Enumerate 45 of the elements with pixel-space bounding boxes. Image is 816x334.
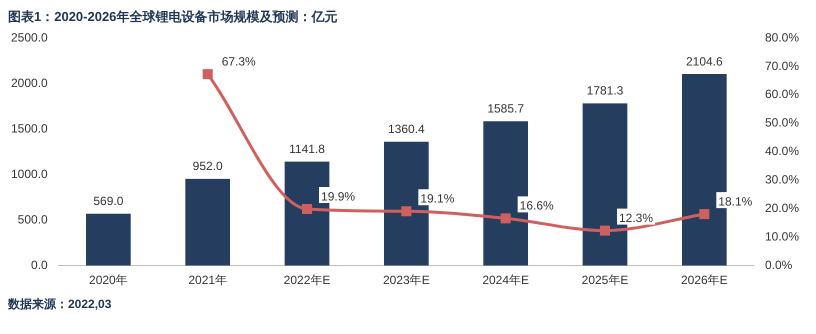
y2-tick-label: 80.0% <box>764 30 800 44</box>
y2-tick-label: 20.0% <box>764 201 800 216</box>
source-note: 数据来源：2022,03 <box>8 296 112 313</box>
x-tick-label: 2022年E <box>284 273 330 288</box>
y-tick-label: 500.0 <box>18 212 48 226</box>
data-label: 16.6% <box>520 198 554 213</box>
bar <box>86 214 131 266</box>
y2-tick-label: 60.0% <box>764 87 800 102</box>
x-tick-label: 2021年 <box>188 273 228 288</box>
point <box>500 213 511 224</box>
y2-tick-label: 50.0% <box>764 116 800 130</box>
y2-tick-label: 0.0% <box>764 258 793 272</box>
data-label: 18.1% <box>718 194 753 208</box>
data-label: 569.0 <box>93 194 124 208</box>
y2-tick-label: 30.0% <box>764 172 800 187</box>
x-tick-label: 2020年 <box>89 273 128 288</box>
point <box>202 69 213 80</box>
data-label: 19.9% <box>321 189 356 204</box>
chart-title: 图表1：2020-2026年全球锂电设备市场规模及预测：亿元 <box>8 8 338 26</box>
data-label: 1141.8 <box>289 142 326 156</box>
x-tick-label: 2024年E <box>482 273 530 288</box>
x-tick-label: 2023年E <box>382 273 430 288</box>
point <box>600 226 610 236</box>
data-label: 1585.7 <box>487 102 524 116</box>
data-label: 2104.6 <box>686 54 723 68</box>
x-tick-label: 2026年E <box>680 273 728 288</box>
y-tick-label: 1000.0 <box>11 166 48 181</box>
x-tick-label: 2025年E <box>582 273 628 288</box>
y2-tick-label: 10.0% <box>764 229 800 244</box>
point <box>302 204 312 214</box>
y2-tick-label: 40.0% <box>764 144 800 158</box>
data-label: 19.1% <box>420 192 455 206</box>
data-label: 67.3% <box>222 54 256 68</box>
data-label: 12.3% <box>618 210 654 225</box>
data-label: 1360.4 <box>388 122 426 136</box>
point <box>401 206 412 216</box>
data-label: 1781.3 <box>586 84 624 98</box>
y-tick-label: 2500.0 <box>11 30 48 44</box>
y-tick-label: 0.0 <box>31 258 48 272</box>
y-tick-label: 1500.0 <box>11 121 48 136</box>
bar <box>185 178 230 266</box>
point <box>699 209 710 220</box>
y-tick-label: 2000.0 <box>11 76 48 90</box>
y2-tick-label: 70.0% <box>764 58 800 73</box>
data-label: 952.0 <box>192 159 224 174</box>
